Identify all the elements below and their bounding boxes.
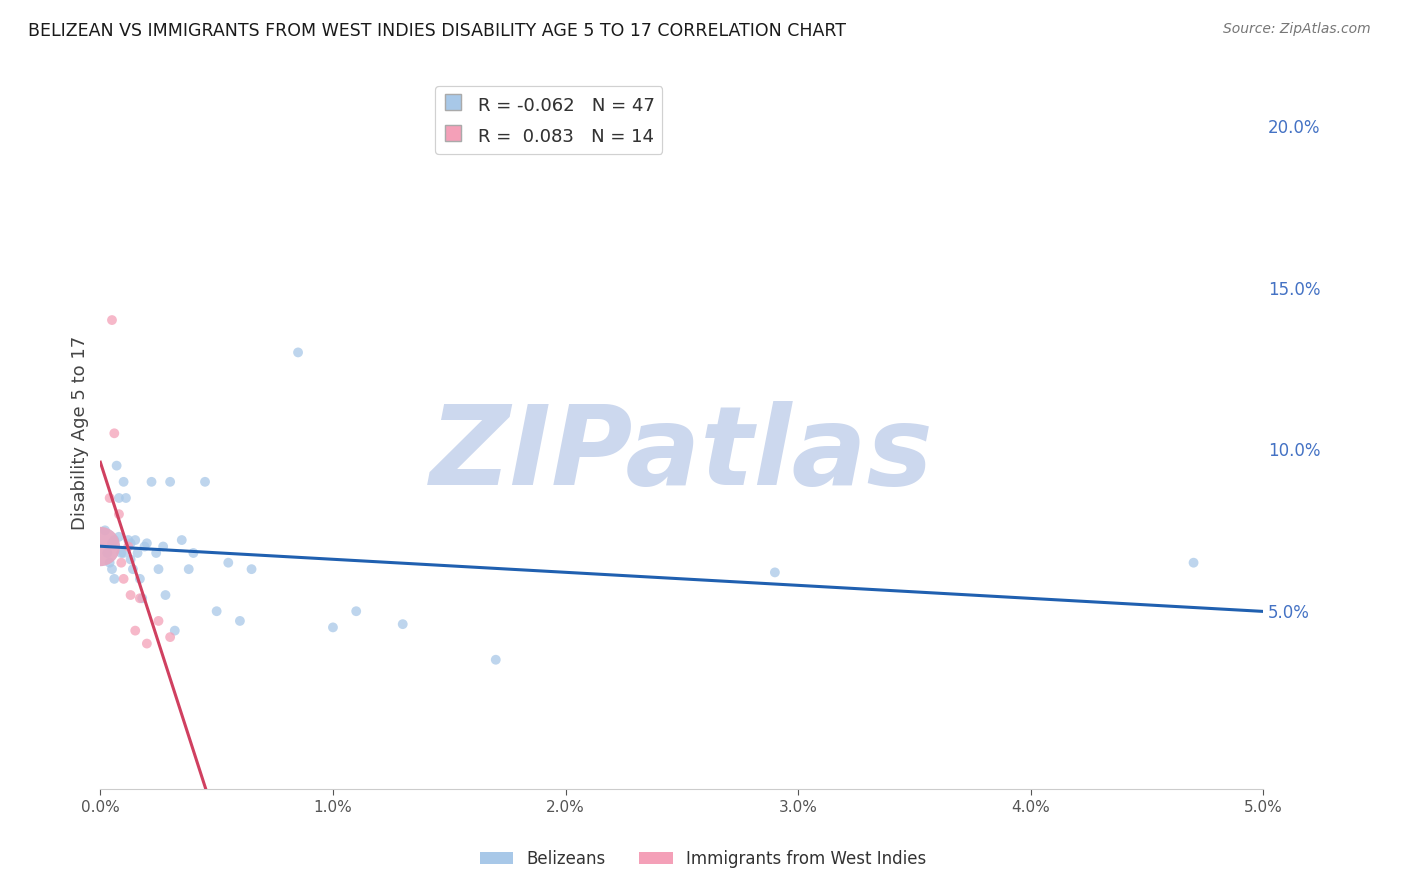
Point bbox=[124, 624, 146, 638]
Point bbox=[110, 556, 132, 570]
Text: ZIPatlas: ZIPatlas bbox=[430, 401, 934, 508]
Point bbox=[120, 588, 142, 602]
Point bbox=[240, 562, 263, 576]
Point bbox=[112, 475, 135, 489]
Point bbox=[89, 540, 111, 554]
Point bbox=[135, 536, 157, 550]
Point bbox=[194, 475, 217, 489]
Point bbox=[287, 345, 309, 359]
Point bbox=[145, 546, 167, 560]
Point bbox=[98, 491, 121, 505]
Point bbox=[152, 540, 174, 554]
Point bbox=[485, 653, 508, 667]
Point bbox=[135, 636, 157, 650]
Text: Source: ZipAtlas.com: Source: ZipAtlas.com bbox=[1223, 22, 1371, 37]
Point bbox=[128, 572, 150, 586]
Point bbox=[131, 591, 153, 606]
Point bbox=[183, 546, 205, 560]
Y-axis label: Disability Age 5 to 17: Disability Age 5 to 17 bbox=[72, 336, 89, 531]
Point bbox=[217, 556, 239, 570]
Point bbox=[127, 546, 149, 560]
Point bbox=[108, 491, 131, 505]
Point bbox=[105, 458, 128, 473]
Point bbox=[89, 540, 111, 554]
Text: BELIZEAN VS IMMIGRANTS FROM WEST INDIES DISABILITY AGE 5 TO 17 CORRELATION CHART: BELIZEAN VS IMMIGRANTS FROM WEST INDIES … bbox=[28, 22, 846, 40]
Point bbox=[122, 562, 145, 576]
Point bbox=[134, 540, 156, 554]
Point bbox=[205, 604, 228, 618]
Point bbox=[120, 552, 142, 566]
Point bbox=[1182, 556, 1205, 570]
Point bbox=[117, 533, 139, 547]
Point bbox=[96, 546, 118, 560]
Point bbox=[103, 533, 125, 547]
Point bbox=[344, 604, 367, 618]
Point bbox=[159, 475, 181, 489]
Point bbox=[101, 313, 124, 327]
Point bbox=[159, 630, 181, 644]
Point bbox=[124, 533, 146, 547]
Point bbox=[155, 588, 177, 602]
Point bbox=[163, 624, 186, 638]
Legend: Belizeans, Immigrants from West Indies: Belizeans, Immigrants from West Indies bbox=[474, 844, 932, 875]
Point bbox=[101, 562, 124, 576]
Point bbox=[229, 614, 252, 628]
Point bbox=[108, 530, 131, 544]
Point bbox=[112, 546, 135, 560]
Point bbox=[170, 533, 193, 547]
Point bbox=[103, 572, 125, 586]
Point bbox=[148, 614, 170, 628]
Point bbox=[110, 546, 132, 560]
Point bbox=[112, 572, 135, 586]
Point bbox=[763, 566, 786, 580]
Point bbox=[101, 536, 124, 550]
Point bbox=[128, 591, 150, 606]
Point bbox=[391, 617, 413, 632]
Point bbox=[120, 536, 142, 550]
Point bbox=[141, 475, 163, 489]
Legend: R = -0.062   N = 47, R =  0.083   N = 14: R = -0.062 N = 47, R = 0.083 N = 14 bbox=[434, 87, 662, 154]
Point bbox=[117, 540, 139, 554]
Point bbox=[94, 524, 117, 538]
Point bbox=[98, 556, 121, 570]
Point bbox=[108, 507, 131, 521]
Point bbox=[148, 562, 170, 576]
Point bbox=[177, 562, 200, 576]
Point bbox=[115, 491, 138, 505]
Point bbox=[103, 426, 125, 441]
Point bbox=[322, 620, 344, 634]
